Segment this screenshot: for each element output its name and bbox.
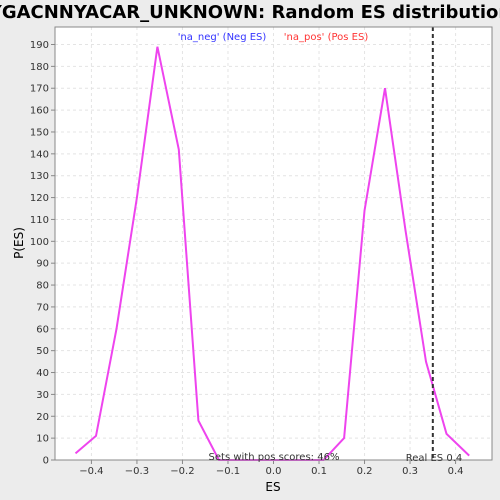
y-tick-label: 60 <box>36 324 49 335</box>
real-es-annotation: Real ES 0.4 <box>406 453 462 464</box>
x-tick-label: 0.4 <box>448 466 464 477</box>
y-tick-label: 70 <box>36 302 49 313</box>
x-tick-label: −0.3 <box>125 466 149 477</box>
legend-pos: 'na_pos' (Pos ES) <box>284 32 369 43</box>
x-tick-label: −0.2 <box>170 466 194 477</box>
x-tick-label: −0.1 <box>216 466 240 477</box>
x-tick-label: 0.1 <box>311 466 327 477</box>
y-tick-label: 20 <box>36 412 49 423</box>
y-tick-label: 130 <box>30 171 49 182</box>
x-tick-label: 0.0 <box>266 466 282 477</box>
y-tick-label: 90 <box>36 259 49 270</box>
y-tick-label: 50 <box>36 346 49 357</box>
legend-neg: 'na_neg' (Neg ES) <box>178 32 267 43</box>
y-tick-label: 30 <box>36 390 49 401</box>
x-tick-label: 0.2 <box>357 466 373 477</box>
x-axis-label: ES <box>265 480 280 494</box>
y-ticks: 0 10 20 30 40 50 60 70 80 90 100 110 120 130 140 150 160… <box>30 40 55 467</box>
y-tick-label: 160 <box>30 106 49 117</box>
chart-title: YGACNNYACAR_UNKNOWN: Random ES distribut… <box>0 2 500 23</box>
y-tick-label: 170 <box>30 84 49 95</box>
y-tick-label: 40 <box>36 368 49 379</box>
y-tick-label: 140 <box>30 149 49 160</box>
grid <box>55 27 492 461</box>
y-tick-label: 10 <box>36 434 49 445</box>
sets-pos-annotation: Sets with pos scores: 46% <box>209 452 340 463</box>
y-tick-label: 0 <box>43 456 49 467</box>
y-tick-label: 80 <box>36 281 49 292</box>
y-tick-label: 110 <box>30 215 49 226</box>
y-tick-label: 120 <box>30 193 49 204</box>
y-tick-label: 190 <box>30 40 49 51</box>
y-tick-label: 180 <box>30 62 49 73</box>
x-ticks: −0.4 −0.3 −0.2 −0.1 0.0 0.1 0.2 0.3 0.4 <box>79 460 464 477</box>
x-tick-label: 0.3 <box>402 466 418 477</box>
y-tick-label: 150 <box>30 127 49 138</box>
y-tick-label: 100 <box>30 237 49 248</box>
y-axis-label: P(ES) <box>12 227 26 259</box>
x-tick-label: −0.4 <box>79 466 103 477</box>
plot-frame <box>54 26 493 461</box>
